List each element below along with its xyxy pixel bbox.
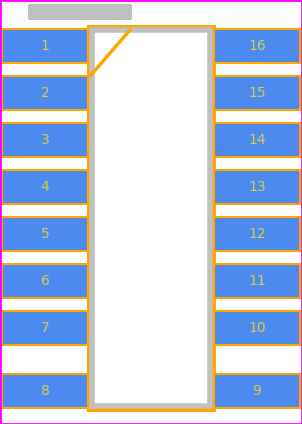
Text: 14: 14 <box>248 133 266 147</box>
Bar <box>214 374 300 408</box>
Text: 5: 5 <box>41 227 49 241</box>
Bar <box>2 170 88 204</box>
Text: 4: 4 <box>41 180 49 194</box>
Bar <box>2 311 88 345</box>
Bar <box>2 374 88 408</box>
Text: 12: 12 <box>248 227 266 241</box>
Bar <box>214 123 300 157</box>
Bar <box>214 311 300 345</box>
Bar <box>2 29 88 63</box>
Text: 13: 13 <box>248 180 266 194</box>
Text: 9: 9 <box>252 384 262 398</box>
Bar <box>214 76 300 110</box>
Bar <box>2 123 88 157</box>
Bar <box>214 170 300 204</box>
Bar <box>214 264 300 298</box>
Text: 2: 2 <box>41 86 49 100</box>
Text: 16: 16 <box>248 39 266 53</box>
Bar <box>90 28 212 408</box>
Bar <box>2 264 88 298</box>
Bar <box>214 217 300 251</box>
Text: 11: 11 <box>248 274 266 288</box>
Text: 7: 7 <box>41 321 49 335</box>
Text: 15: 15 <box>248 86 266 100</box>
FancyBboxPatch shape <box>28 4 132 20</box>
Bar <box>2 217 88 251</box>
Text: 6: 6 <box>40 274 50 288</box>
Bar <box>2 76 88 110</box>
Text: 10: 10 <box>248 321 266 335</box>
Bar <box>214 29 300 63</box>
Bar <box>92 30 210 406</box>
Text: 1: 1 <box>40 39 50 53</box>
Text: 8: 8 <box>40 384 50 398</box>
Text: 3: 3 <box>41 133 49 147</box>
